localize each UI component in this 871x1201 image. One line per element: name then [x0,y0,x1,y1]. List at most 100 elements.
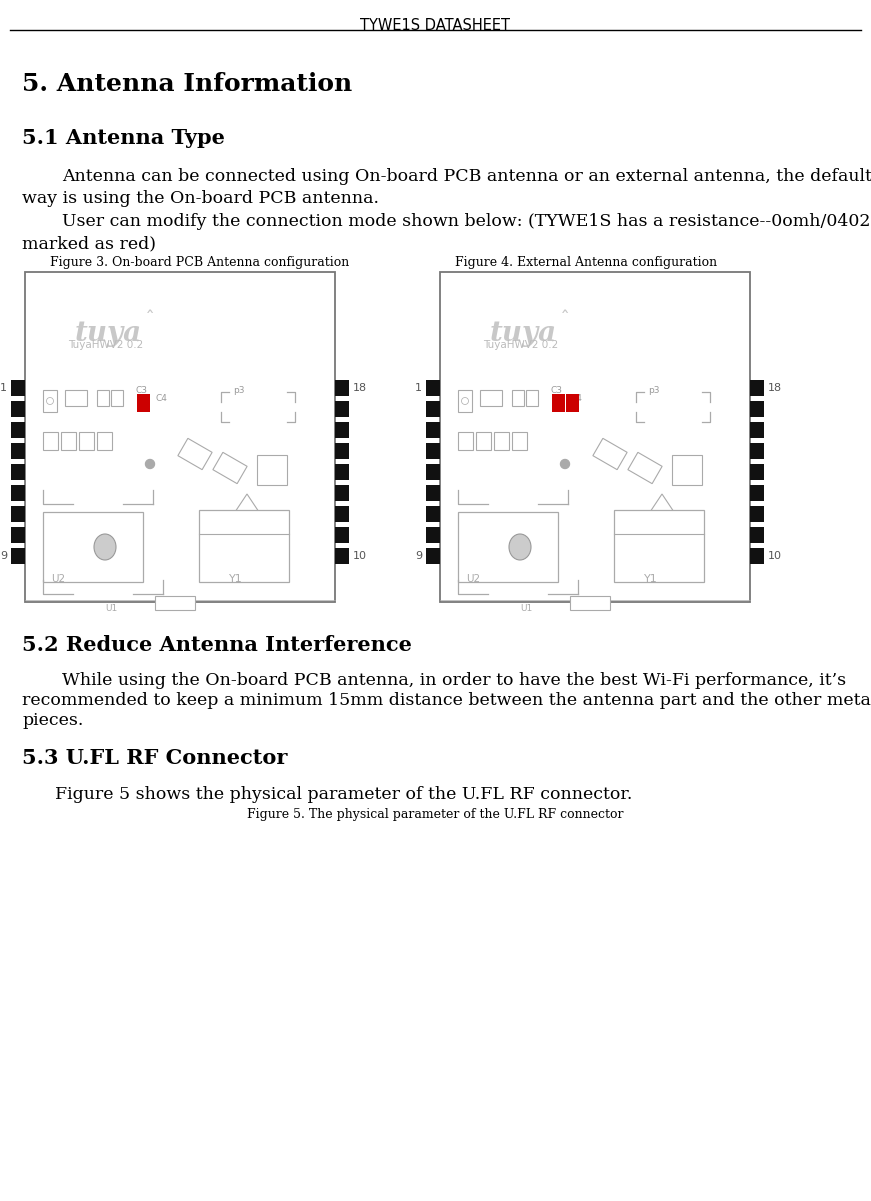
Text: C4: C4 [155,394,167,404]
Bar [512,432,527,450]
Text: Figure 4. External Antenna configuration: Figure 4. External Antenna configuration [455,256,717,269]
Bar [512,390,524,406]
Ellipse shape [509,534,531,560]
Ellipse shape [462,398,469,405]
Bar [426,527,440,543]
Bar [750,443,764,459]
Text: 10: 10 [768,551,782,561]
Bar [750,506,764,522]
Bar [155,596,195,610]
Text: p3: p3 [648,386,659,395]
Text: Antenna can be connected using On-board PCB antenna or an external antenna, the : Antenna can be connected using On-board … [62,168,871,185]
Text: pieces.: pieces. [22,712,84,729]
Bar [552,394,565,412]
Text: Y1: Y1 [644,574,658,584]
Bar [335,422,349,438]
Bar [111,390,123,406]
Bar [750,401,764,417]
Text: User can modify the connection mode shown below: (TYWE1S has a resistance--0omh/: User can modify the connection mode show… [62,213,870,231]
Text: C3: C3 [135,386,147,395]
Bar [335,506,349,522]
Text: U2: U2 [51,574,65,584]
Text: Y1: Y1 [229,574,243,584]
Bar [335,485,349,501]
Bar [750,485,764,501]
Bar [335,464,349,480]
Bar [97,390,109,406]
Bar [11,527,25,543]
Bar [526,390,538,406]
Polygon shape [235,494,259,512]
Text: TYWE1S DATASHEET: TYWE1S DATASHEET [360,18,510,32]
Bar [11,485,25,501]
Text: 18: 18 [768,383,782,393]
Text: Figure 3. On-board PCB Antenna configuration: Figure 3. On-board PCB Antenna configura… [50,256,349,269]
Polygon shape [628,453,662,484]
Bar [480,390,502,406]
Text: While using the On-board PCB antenna, in order to have the best Wi-Fi performanc: While using the On-board PCB antenna, in… [62,673,846,689]
Bar [61,432,76,450]
Text: 18: 18 [353,383,367,393]
Text: TuyaHWV2 0.2: TuyaHWV2 0.2 [483,340,558,349]
Bar [335,527,349,543]
Text: p3: p3 [233,386,245,395]
Bar [494,432,509,450]
Bar [137,394,150,412]
Text: TuyaHWV2 0.2: TuyaHWV2 0.2 [68,340,143,349]
Bar [614,510,704,582]
Polygon shape [650,494,674,512]
Bar [335,548,349,564]
Bar [11,464,25,480]
Bar [570,596,610,610]
Text: 5.1 Antenna Type: 5.1 Antenna Type [22,129,225,148]
Text: marked as red): marked as red) [22,235,156,252]
Circle shape [145,460,154,468]
Bar [11,401,25,417]
Bar [426,506,440,522]
Bar [750,527,764,543]
Bar [335,443,349,459]
Text: C3: C3 [550,386,562,395]
Bar [335,401,349,417]
Text: Figure 5. The physical parameter of the U.FL RF connector: Figure 5. The physical parameter of the … [246,808,624,821]
Bar [750,548,764,564]
Bar [43,512,143,582]
Ellipse shape [94,534,116,560]
Text: U1: U1 [105,604,118,613]
Text: 9: 9 [415,551,422,561]
Text: 5.2 Reduce Antenna Interference: 5.2 Reduce Antenna Interference [22,635,412,655]
Polygon shape [213,453,247,484]
Bar [426,443,440,459]
Polygon shape [593,438,627,470]
Text: 9: 9 [0,551,7,561]
Polygon shape [178,438,213,470]
Bar [199,510,289,582]
Text: 10: 10 [353,551,367,561]
Text: 5.3 U.FL RF Connector: 5.3 U.FL RF Connector [22,748,287,767]
Bar [458,390,472,412]
Ellipse shape [46,398,53,405]
Text: tuya: tuya [75,319,142,347]
Text: U1: U1 [520,604,532,613]
Text: 1: 1 [415,383,422,393]
Bar [440,271,750,602]
Bar [426,401,440,417]
Bar [43,390,57,412]
Bar [426,422,440,438]
Bar [426,464,440,480]
Bar [335,380,349,396]
Text: 1: 1 [0,383,7,393]
Text: recommended to keep a minimum 15mm distance between the antenna part and the oth: recommended to keep a minimum 15mm dista… [22,692,871,709]
Bar [426,380,440,396]
Bar [566,394,579,412]
Bar [426,485,440,501]
Bar [750,422,764,438]
Text: way is using the On-board PCB antenna.: way is using the On-board PCB antenna. [22,190,379,207]
Text: tuya: tuya [490,319,557,347]
Bar [25,271,335,602]
Bar [458,512,558,582]
Bar [65,390,87,406]
Bar [43,432,58,450]
Text: C4: C4 [570,394,582,404]
Bar [11,548,25,564]
